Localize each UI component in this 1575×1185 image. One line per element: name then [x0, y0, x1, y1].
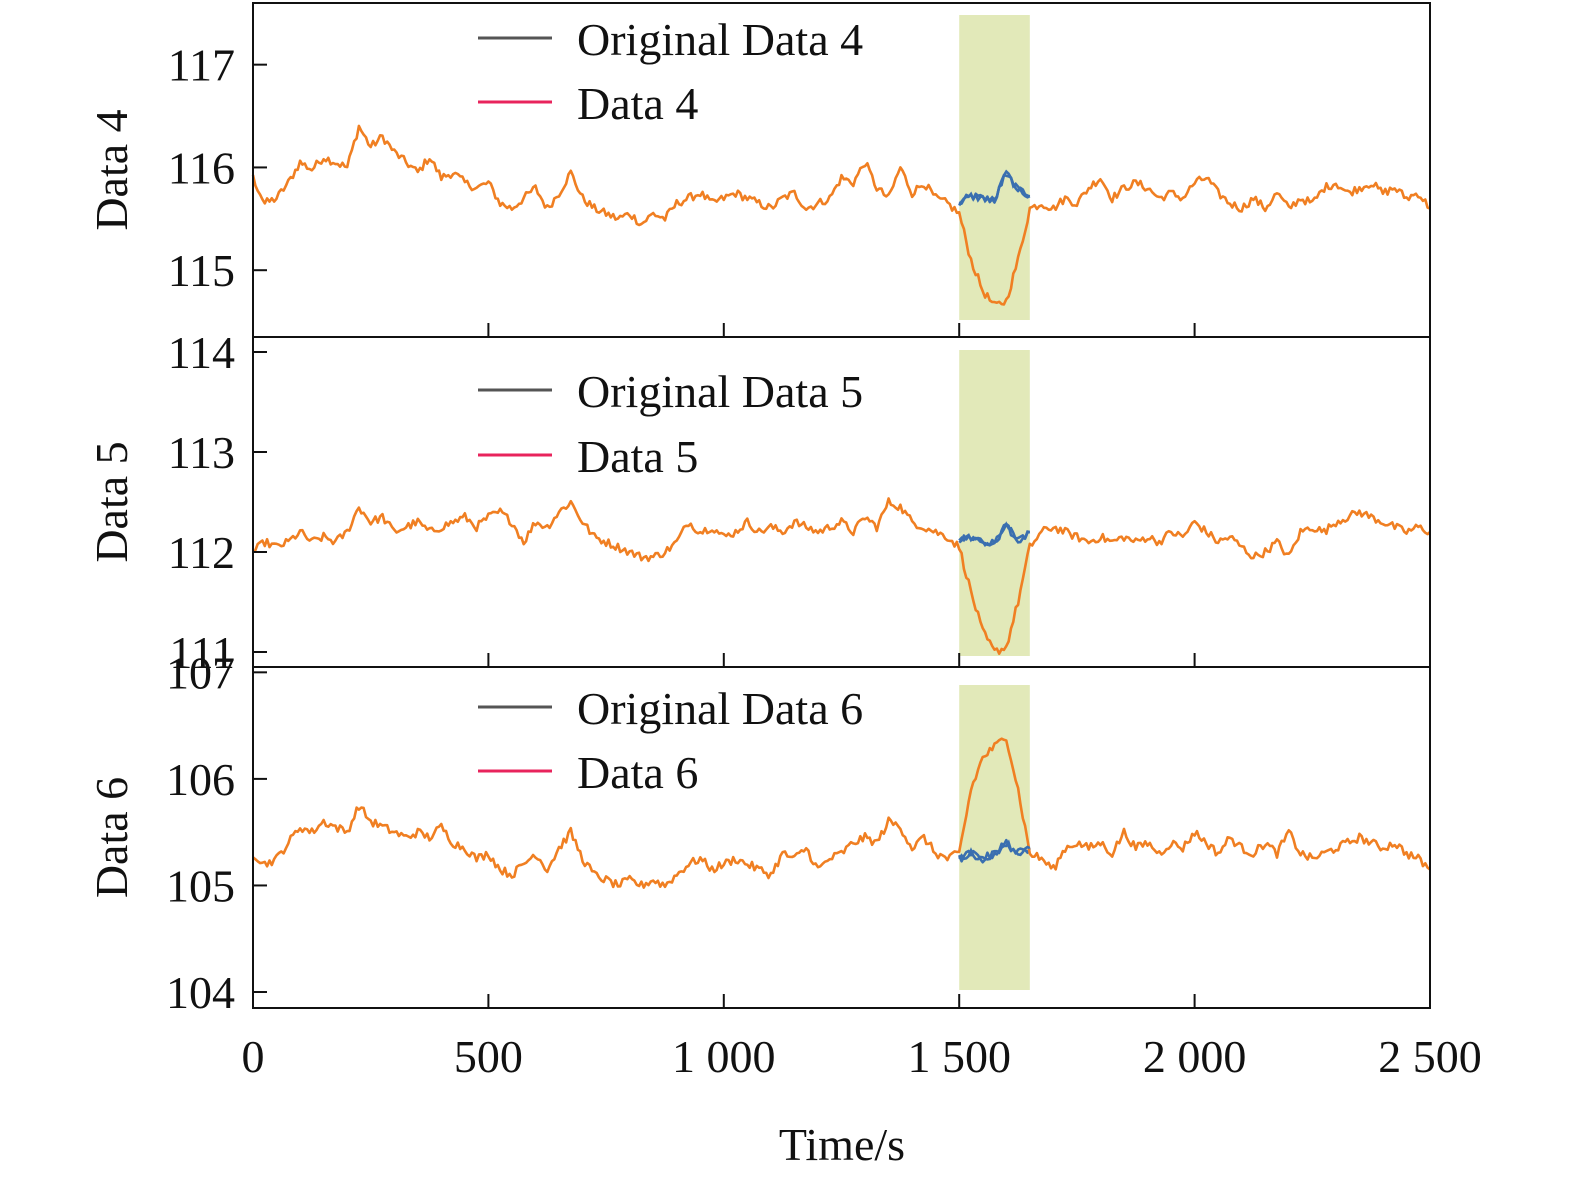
legend-label: Original Data 5: [577, 366, 863, 417]
panel-3: 104 105 106 107 Data 6 Original Data 6 Data 6: [86, 647, 1431, 1018]
x-tick-label: 1 500: [907, 1031, 1011, 1082]
legend-label: Data 5: [577, 431, 698, 482]
x-axis-title: Time/s: [779, 1119, 905, 1170]
y-tick-label: 116: [168, 142, 235, 193]
y-tick-label: 112: [168, 527, 235, 578]
series-line-processed: [252, 737, 1431, 889]
y-tick-label: 113: [168, 427, 235, 478]
legend-label: Data 6: [577, 747, 698, 798]
highlight-region: [959, 350, 1030, 656]
series-line-original: [957, 838, 1031, 864]
y-tick-label: 104: [166, 967, 235, 1018]
x-tick-label: 2 500: [1378, 1031, 1482, 1082]
x-tick-label: 2 000: [1143, 1031, 1247, 1082]
y-tick-label: 114: [168, 327, 235, 378]
y-axis-title: Data 4: [86, 109, 137, 230]
x-tick-label: 0: [242, 1031, 265, 1082]
y-axis-title: Data 6: [86, 777, 137, 898]
x-axis: 0 500 1 000 1 500 2 000 2 500: [242, 994, 1482, 1082]
legend-label: Original Data 4: [577, 14, 863, 65]
panel-2: 111 112 113 114 Data 5 Original Data 5 Data 5: [86, 327, 1431, 678]
y-tick-label: 106: [166, 754, 235, 805]
y-axis-title: Data 5: [86, 441, 137, 562]
panel-frame: [252, 666, 1431, 1009]
series-line-original-overlay: [958, 169, 1031, 207]
series-line-processed: [252, 497, 1431, 655]
highlight-region: [959, 685, 1030, 990]
legend-label: Original Data 6: [577, 683, 863, 734]
x-tick-label: 500: [454, 1031, 523, 1082]
x-tick-label: 1 000: [672, 1031, 776, 1082]
series-line-processed: [251, 124, 1431, 306]
highlight-region: [959, 15, 1030, 320]
y-tick-label: 115: [168, 245, 235, 296]
y-tick-label: 117: [168, 40, 235, 91]
legend-label: Data 4: [577, 78, 698, 129]
y-tick-label: 111: [169, 627, 235, 678]
y-tick-label: 105: [166, 860, 235, 911]
y-tick-label: 107: [166, 647, 235, 698]
series-line-original-overlay: [958, 521, 1031, 547]
series-line-original-overlay: [958, 839, 1031, 861]
panel-1: 115 116 117 Data 4 Original Data 4 Data 4: [86, 2, 1431, 338]
